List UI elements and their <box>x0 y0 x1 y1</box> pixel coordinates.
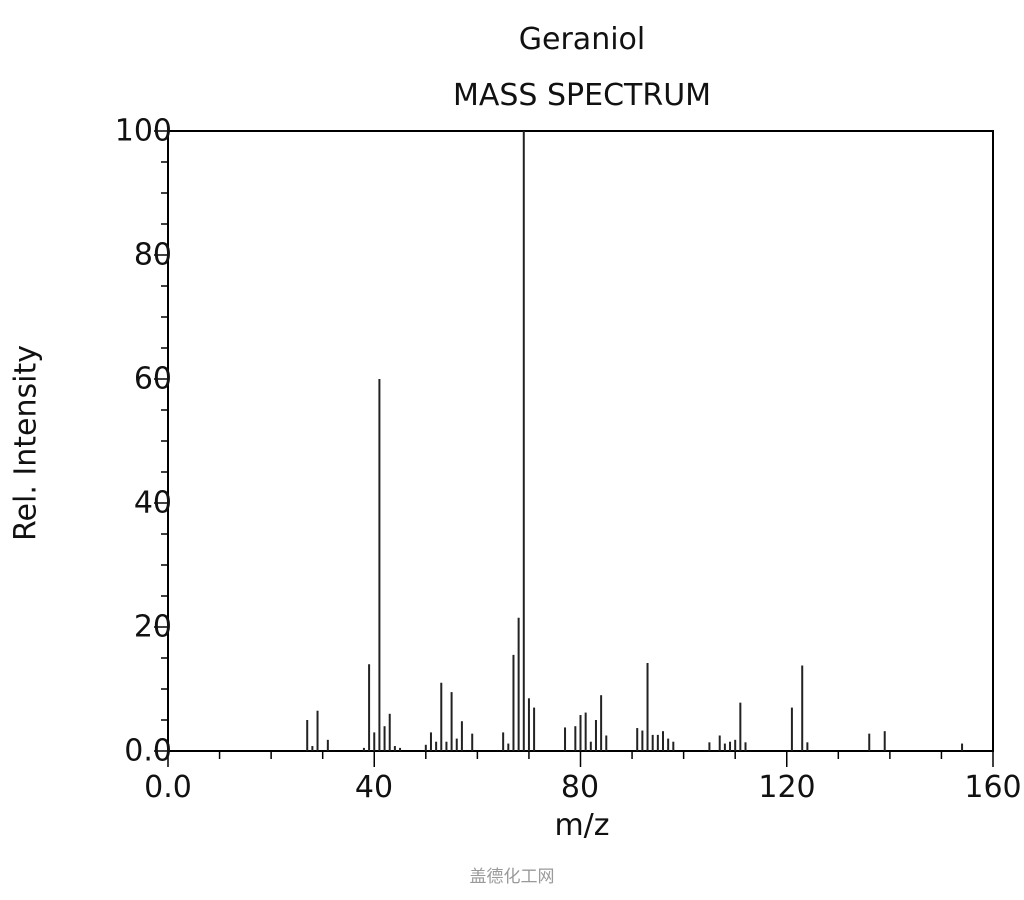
x-tick-label: 120 <box>758 770 816 805</box>
x-tick-label: 80 <box>560 770 600 805</box>
minor-ticks <box>154 130 994 767</box>
spectrum-bars <box>306 131 964 751</box>
y-tick-label: 80 <box>133 237 172 273</box>
y-tick-label: 100 <box>114 113 172 149</box>
y-axis-label: Rel. Intensity <box>8 345 44 541</box>
chart-title: Geraniol <box>518 22 646 57</box>
x-tick-label: 0.0 <box>144 770 192 805</box>
y-tick-label: 20 <box>133 609 172 645</box>
y-tick-label: 0.0 <box>124 733 172 769</box>
plot-frame <box>167 130 994 752</box>
y-tick-label: 40 <box>133 485 172 521</box>
x-axis-label: m/z <box>554 808 610 843</box>
y-tick-label: 60 <box>133 361 172 397</box>
chart-subtitle: MASS SPECTRUM <box>452 78 712 113</box>
watermark: 盖德化工网 <box>469 867 555 887</box>
x-tick-label: 40 <box>354 770 394 805</box>
x-tick-label: 160 <box>964 770 1022 805</box>
